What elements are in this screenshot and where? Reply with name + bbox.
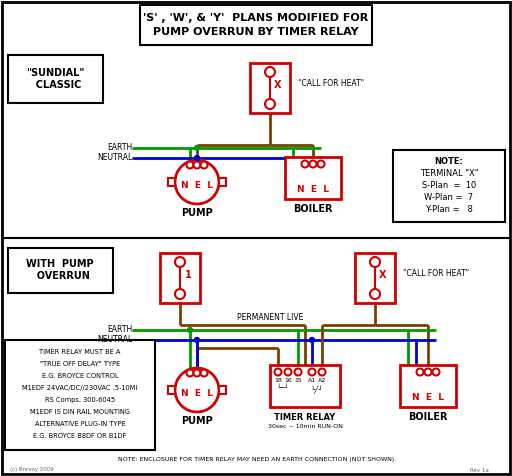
Circle shape <box>195 156 200 160</box>
Circle shape <box>194 369 201 377</box>
Text: 18: 18 <box>274 378 282 384</box>
Text: TERMINAL "X": TERMINAL "X" <box>420 169 478 178</box>
Text: Rev 1a: Rev 1a <box>470 467 489 473</box>
Bar <box>8 248 113 293</box>
Text: E.G. BROYCE CONTROL: E.G. BROYCE CONTROL <box>41 373 118 379</box>
Circle shape <box>317 160 325 168</box>
Circle shape <box>265 67 275 77</box>
Circle shape <box>294 368 302 376</box>
Text: EARTH: EARTH <box>106 326 132 335</box>
Bar <box>270 365 340 407</box>
Circle shape <box>309 160 316 168</box>
Text: A2: A2 <box>318 378 326 384</box>
Text: S-Plan  =  10: S-Plan = 10 <box>422 181 476 190</box>
Circle shape <box>195 337 200 343</box>
Text: ALTERNATIVE PLUG-IN TYPE: ALTERNATIVE PLUG-IN TYPE <box>35 421 125 427</box>
Circle shape <box>370 289 380 299</box>
Text: PERMANENT LIVE: PERMANENT LIVE <box>237 314 303 323</box>
Circle shape <box>175 257 185 267</box>
Text: EARTH: EARTH <box>106 143 132 152</box>
Bar <box>285 157 341 199</box>
Circle shape <box>370 257 380 267</box>
Circle shape <box>186 161 194 169</box>
Bar <box>219 386 226 394</box>
Text: 15: 15 <box>294 378 302 384</box>
Bar <box>140 5 372 45</box>
Text: 'S' , 'W', & 'Y'  PLANS MODIFIED FOR
PUMP OVERRUN BY TIMER RELAY: 'S' , 'W', & 'Y' PLANS MODIFIED FOR PUMP… <box>143 13 369 37</box>
Text: NEUTRAL: NEUTRAL <box>97 336 132 345</box>
Text: NOTE:: NOTE: <box>435 158 463 167</box>
Text: └╱┘: └╱┘ <box>311 386 324 394</box>
Circle shape <box>186 369 194 377</box>
Text: N  E  L: N E L <box>412 394 444 403</box>
Bar <box>5 340 155 450</box>
Bar <box>250 63 290 113</box>
Text: PUMP: PUMP <box>181 416 213 426</box>
Bar <box>8 55 103 103</box>
Circle shape <box>201 161 207 169</box>
Bar <box>168 178 175 186</box>
Circle shape <box>274 368 282 376</box>
Text: X: X <box>379 270 387 280</box>
Text: E.G. BROYCE B8DF OR B1DF: E.G. BROYCE B8DF OR B1DF <box>33 433 126 439</box>
Bar <box>393 150 505 222</box>
Text: M1EDF IS DIN RAIL MOUNTING: M1EDF IS DIN RAIL MOUNTING <box>30 409 130 415</box>
Bar <box>168 386 175 394</box>
Text: NEUTRAL: NEUTRAL <box>97 153 132 162</box>
Text: M1EDF 24VAC/DC//230VAC .5-10MI: M1EDF 24VAC/DC//230VAC .5-10MI <box>23 385 138 391</box>
Text: N  E  L: N E L <box>181 181 213 190</box>
Circle shape <box>195 146 200 150</box>
Circle shape <box>309 368 315 376</box>
Circle shape <box>416 368 423 376</box>
Text: (c) Brevoy 2009: (c) Brevoy 2009 <box>10 467 54 473</box>
Text: X: X <box>274 80 282 90</box>
Bar <box>400 365 456 407</box>
Bar <box>355 253 395 303</box>
Text: WITH  PUMP
  OVERRUN: WITH PUMP OVERRUN <box>26 259 94 281</box>
Circle shape <box>175 368 219 412</box>
Bar <box>160 253 200 303</box>
Circle shape <box>194 161 201 169</box>
Text: "TRUE OFF DELAY" TYPE: "TRUE OFF DELAY" TYPE <box>40 361 120 367</box>
Text: PUMP: PUMP <box>181 208 213 218</box>
Text: N  E  L: N E L <box>297 186 329 195</box>
Text: "SUNDIAL"
  CLASSIC: "SUNDIAL" CLASSIC <box>26 68 84 90</box>
Text: BOILER: BOILER <box>408 412 448 422</box>
Text: "CALL FOR HEAT": "CALL FOR HEAT" <box>298 79 364 88</box>
Text: N  E  L: N E L <box>181 389 213 398</box>
Text: TIMER RELAY: TIMER RELAY <box>274 413 336 422</box>
Text: RS Comps. 300-6045: RS Comps. 300-6045 <box>45 397 115 403</box>
Circle shape <box>318 368 326 376</box>
Circle shape <box>201 369 207 377</box>
Text: Y-Plan =   8: Y-Plan = 8 <box>425 206 473 215</box>
Text: BOILER: BOILER <box>293 204 333 214</box>
Circle shape <box>175 160 219 204</box>
Text: 1: 1 <box>185 270 191 280</box>
Text: 30sec ~ 10min RUN-ON: 30sec ~ 10min RUN-ON <box>267 425 343 429</box>
Circle shape <box>302 160 309 168</box>
Bar <box>219 178 226 186</box>
Text: 16: 16 <box>284 378 292 384</box>
Text: W-Plan =  7: W-Plan = 7 <box>424 194 474 202</box>
Text: └─┘: └─┘ <box>276 385 289 391</box>
Text: "CALL FOR HEAT": "CALL FOR HEAT" <box>403 268 469 278</box>
Circle shape <box>285 368 291 376</box>
Text: A1: A1 <box>308 378 316 384</box>
Text: NOTE: ENCLOSURE FOR TIMER RELAY MAY NEED AN EARTH CONNECTION (NOT SHOWN): NOTE: ENCLOSURE FOR TIMER RELAY MAY NEED… <box>118 457 394 463</box>
Circle shape <box>265 99 275 109</box>
Text: TIMER RELAY MUST BE A: TIMER RELAY MUST BE A <box>39 349 121 355</box>
Circle shape <box>187 327 193 333</box>
Circle shape <box>175 289 185 299</box>
Circle shape <box>424 368 432 376</box>
Circle shape <box>433 368 439 376</box>
Circle shape <box>309 337 314 343</box>
